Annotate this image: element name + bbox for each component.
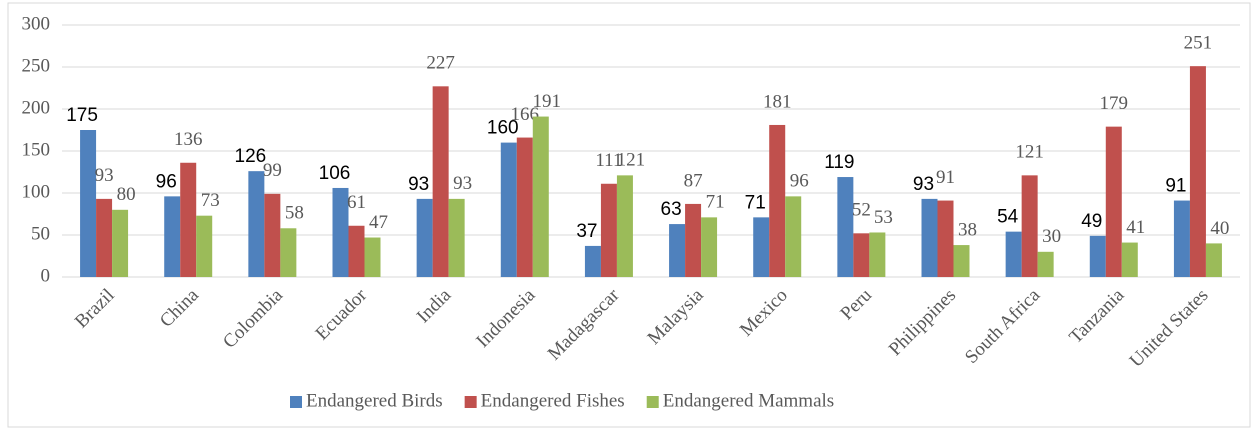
bar (112, 209, 129, 277)
value-label: 73 (201, 190, 220, 211)
value-label: 63 (661, 199, 682, 220)
bar (753, 217, 770, 277)
value-label: 93 (95, 165, 114, 186)
bar (432, 86, 449, 277)
bar (769, 124, 786, 278)
legend-swatch (464, 396, 477, 408)
value-label: 93 (453, 173, 472, 194)
bar (1173, 200, 1190, 277)
bar (701, 217, 718, 277)
bar (584, 245, 601, 277)
value-label: 38 (958, 219, 977, 240)
bar (669, 224, 686, 277)
bar (1189, 66, 1206, 277)
legend-label: Endangered Mammals (663, 390, 834, 411)
value-label: 121 (1015, 142, 1044, 163)
value-label: 181 (763, 91, 792, 112)
value-label: 93 (408, 174, 429, 195)
value-label: 160 (487, 118, 519, 139)
legend-swatch (290, 396, 302, 408)
bar (416, 198, 433, 277)
bar (937, 200, 954, 277)
value-label: 80 (117, 184, 136, 205)
bar (921, 198, 938, 277)
value-label: 227 (426, 53, 455, 74)
value-label: 71 (706, 192, 725, 213)
bar (264, 193, 281, 277)
bar (616, 175, 633, 277)
bar (248, 171, 265, 277)
bar (1037, 251, 1054, 277)
bar (516, 137, 533, 277)
value-label: 121 (617, 150, 646, 171)
bar (785, 196, 802, 277)
value-label: 54 (997, 207, 1019, 228)
value-label: 52 (852, 200, 871, 221)
legend-label: Endangered Fishes (481, 390, 625, 411)
y-tick-label: 0 (41, 265, 51, 286)
y-tick-label: 300 (22, 13, 51, 34)
value-label: 91 (936, 167, 955, 188)
bar (364, 237, 381, 277)
value-label: 53 (874, 207, 893, 228)
value-label: 30 (1042, 226, 1061, 247)
value-label: 251 (1184, 33, 1213, 54)
value-label: 71 (745, 192, 766, 213)
value-label: 96 (156, 171, 177, 192)
value-label: 96 (790, 171, 809, 192)
y-tick-label: 100 (22, 181, 51, 202)
bar (685, 203, 702, 277)
y-tick-label: 50 (31, 223, 50, 244)
bar (80, 130, 97, 277)
bar (348, 225, 365, 277)
bar (280, 228, 297, 277)
value-label: 49 (1081, 211, 1102, 232)
bar (196, 215, 213, 277)
bar (1089, 235, 1106, 277)
legend-swatch (646, 396, 659, 408)
value-label: 136 (174, 129, 203, 150)
bar (500, 142, 517, 277)
value-label: 106 (319, 163, 351, 184)
bar (532, 116, 549, 277)
y-tick-label: 250 (22, 55, 51, 76)
value-label: 126 (235, 146, 267, 167)
value-label: 175 (66, 105, 98, 126)
bar (332, 187, 349, 277)
bar (164, 196, 181, 277)
value-label: 166 (511, 104, 540, 125)
value-label: 58 (285, 203, 304, 224)
bar (1205, 243, 1222, 277)
bar (1005, 231, 1022, 277)
bar (869, 232, 886, 277)
bar (180, 162, 197, 277)
bar (448, 198, 465, 277)
bar (1021, 175, 1038, 277)
bar (96, 198, 113, 277)
value-label: 47 (369, 212, 388, 233)
value-label: 61 (347, 192, 366, 213)
bar (600, 183, 617, 277)
bar (1105, 126, 1122, 277)
y-tick-label: 150 (22, 139, 51, 160)
value-label: 87 (684, 170, 703, 191)
legend-label: Endangered Birds (306, 390, 443, 411)
bar (853, 233, 870, 277)
value-label: 40 (1210, 218, 1229, 239)
value-label: 37 (576, 221, 597, 242)
value-label: 41 (1126, 217, 1145, 238)
value-label: 191 (533, 91, 562, 112)
y-tick-label: 200 (22, 97, 51, 118)
bar (837, 177, 854, 277)
value-label: 179 (1100, 93, 1129, 114)
value-label: 99 (263, 160, 282, 181)
value-label: 111 (595, 150, 622, 171)
value-label: 119 (824, 152, 854, 173)
bar (953, 245, 970, 277)
value-label: 93 (913, 174, 934, 195)
bar (1121, 242, 1138, 277)
value-label: 91 (1165, 176, 1186, 197)
